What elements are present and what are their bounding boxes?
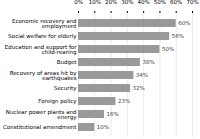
- svg-text:10%: 10%: [89, 0, 101, 5]
- svg-text:16%: 16%: [107, 111, 119, 117]
- svg-text:20%: 20%: [105, 0, 117, 5]
- svg-text:40%: 40%: [138, 0, 150, 5]
- svg-text:34%: 34%: [136, 72, 148, 78]
- svg-text:60%: 60%: [170, 0, 182, 5]
- svg-text:60%: 60%: [178, 20, 190, 26]
- svg-text:Recovery of areas hit byearthq: Recovery of areas hit byearthquakes: [10, 70, 78, 83]
- svg-text:70%: 70%: [186, 0, 198, 5]
- svg-text:10%: 10%: [97, 124, 109, 130]
- svg-text:Economic recovery andemploymen: Economic recovery andemployment: [12, 18, 77, 31]
- svg-text:Security: Security: [54, 85, 77, 92]
- svg-text:Nuclear power plants andenergy: Nuclear power plants andenergy: [6, 109, 77, 122]
- svg-text:Social welfare for elderly: Social welfare for elderly: [8, 33, 77, 40]
- svg-text:Budget: Budget: [57, 59, 78, 66]
- svg-text:Education and support forchild: Education and support forchild-rearing: [5, 44, 77, 57]
- svg-text:0%: 0%: [74, 0, 83, 5]
- svg-text:23%: 23%: [118, 98, 130, 104]
- svg-text:30%: 30%: [121, 0, 133, 5]
- svg-text:38%: 38%: [142, 59, 154, 65]
- svg-text:32%: 32%: [133, 85, 145, 91]
- svg-text:Foreign policy: Foreign policy: [38, 98, 77, 105]
- svg-text:56%: 56%: [172, 33, 184, 39]
- svg-text:Constitutional amendment: Constitutional amendment: [3, 124, 77, 130]
- svg-text:50%: 50%: [154, 0, 166, 5]
- svg-text:50%: 50%: [162, 46, 174, 52]
